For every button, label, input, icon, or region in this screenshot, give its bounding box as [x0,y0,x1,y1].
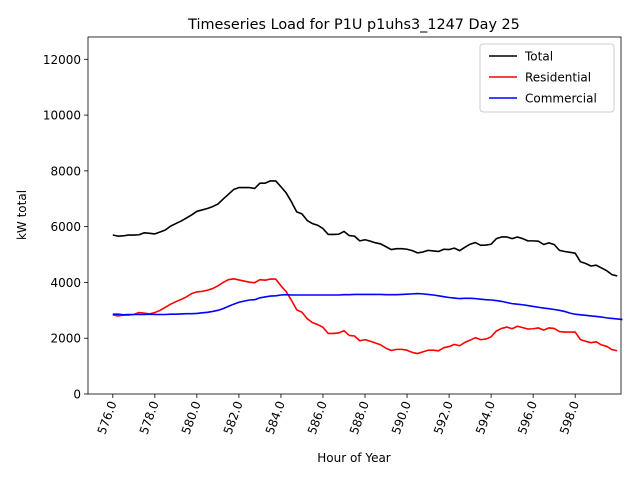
x-tick-label: 580.0 [179,399,204,436]
x-axis-ticks: 576.0 578.0 580.0 582.0 584.0 586.0 588.0 590.0… [95,394,582,436]
x-tick-label: 592.0 [431,399,456,436]
x-tick-label: 584.0 [263,399,288,436]
x-tick-label: 576.0 [95,399,120,436]
legend: Total Residential Commercial [479,43,615,113]
y-tick-label: 12000 [43,53,81,67]
y-tick-label: 4000 [50,276,81,290]
x-tick-label: 594.0 [473,399,498,436]
y-tick-label: 10000 [43,109,81,123]
y-axis-ticks: 0 2000 4000 6000 8000 10000 12000 [43,53,88,402]
x-tick-label: 598.0 [557,399,582,436]
x-tick-label: 590.0 [389,399,414,436]
legend-box [479,43,615,113]
y-tick-label: 8000 [50,164,81,178]
y-tick-label: 2000 [50,332,81,346]
x-tick-label: 582.0 [221,399,246,436]
plot-frame [87,36,622,395]
y-tick-label: 6000 [50,220,81,234]
plot-lines [112,180,623,355]
y-tick-label: 0 [73,388,81,402]
series-line-commercial [112,292,623,321]
legend-label-commercial: Commercial [525,92,597,106]
x-tick-label: 586.0 [305,399,330,436]
chart-title: Timeseries Load for P1U p1uhs3_1247 Day … [187,17,520,33]
x-tick-label: 596.0 [515,399,540,436]
x-tick-label: 578.0 [137,399,162,436]
legend-label-total: Total [524,50,553,64]
x-tick-label: 588.0 [347,399,372,436]
series-line-residential [112,278,618,355]
y-axis-label: kW total [15,190,29,240]
x-axis-label: Hour of Year [317,451,391,465]
series-line-total [112,180,618,277]
legend-label-residential: Residential [525,71,591,85]
